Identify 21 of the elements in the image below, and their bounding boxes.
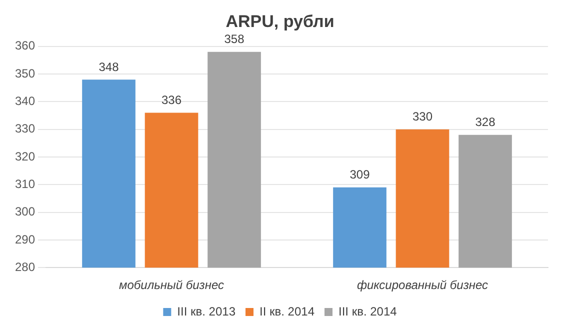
y-tick-label: 290: [14, 232, 36, 246]
y-tick-label: 330: [14, 122, 36, 136]
data-label: 358: [224, 32, 245, 46]
x-tick-label: мобильный бизнес: [119, 278, 224, 292]
data-label: 336: [162, 93, 182, 108]
y-tick-label: 360: [14, 38, 36, 53]
data-label: 330: [412, 110, 433, 124]
y-tick-label: 300: [14, 204, 36, 219]
legend-label: III кв. 2013: [177, 304, 236, 318]
legend-label: III кв. 2014: [338, 304, 398, 318]
y-tick-label: 340: [14, 94, 36, 108]
y-tick-label: 350: [14, 66, 36, 80]
chart-title: ARPU, рубли: [226, 12, 334, 31]
legend-label: II кв. 2014: [260, 304, 315, 318]
y-tick-label: 310: [14, 176, 36, 191]
data-label: 309: [350, 168, 370, 182]
data-label: 328: [475, 115, 496, 130]
y-tick-label: 280: [14, 260, 36, 274]
y-tick-label: 320: [14, 149, 36, 164]
data-label: 348: [98, 60, 120, 74]
x-tick-label: фиксированный бизнес: [356, 278, 488, 292]
